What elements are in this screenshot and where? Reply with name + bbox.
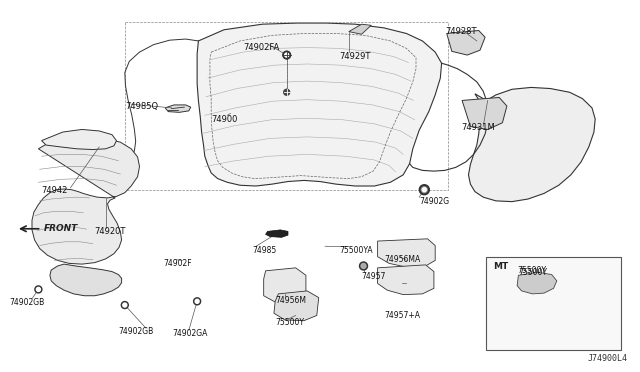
Text: 74931M: 74931M (461, 123, 495, 132)
Polygon shape (197, 23, 442, 186)
Circle shape (285, 53, 289, 57)
Circle shape (36, 288, 40, 291)
Text: 74928T: 74928T (445, 27, 476, 36)
Circle shape (35, 286, 42, 293)
Text: 74902GA: 74902GA (173, 329, 208, 338)
Text: 74902FA: 74902FA (243, 43, 280, 52)
Circle shape (194, 298, 200, 305)
Text: 74956MA: 74956MA (384, 255, 420, 264)
Circle shape (122, 302, 128, 308)
Polygon shape (349, 24, 371, 34)
Circle shape (419, 185, 429, 195)
Circle shape (421, 186, 428, 193)
Text: 74985Q: 74985Q (125, 102, 158, 111)
Text: 74902GB: 74902GB (118, 327, 154, 336)
Bar (486, 257, 621, 350)
Text: 74902GB: 74902GB (10, 298, 45, 307)
Polygon shape (462, 97, 507, 129)
Polygon shape (266, 230, 288, 237)
Text: FRONT: FRONT (44, 224, 78, 233)
Text: MT: MT (493, 262, 508, 271)
Polygon shape (378, 239, 435, 267)
Text: 74956M: 74956M (275, 296, 306, 305)
Circle shape (284, 52, 290, 58)
Circle shape (422, 188, 426, 192)
Text: 74902G: 74902G (419, 197, 449, 206)
Polygon shape (517, 272, 557, 294)
Polygon shape (274, 291, 319, 321)
Circle shape (195, 299, 199, 303)
Circle shape (361, 263, 366, 269)
Polygon shape (468, 87, 595, 202)
Circle shape (360, 262, 367, 270)
Text: 75500Y: 75500Y (518, 268, 547, 277)
Polygon shape (50, 264, 122, 296)
Text: 75500Y: 75500Y (517, 266, 546, 275)
Text: 74900: 74900 (211, 115, 237, 124)
Polygon shape (378, 265, 434, 295)
Circle shape (421, 187, 428, 193)
Text: 74929T: 74929T (339, 52, 371, 61)
Text: 74985: 74985 (253, 246, 277, 254)
Circle shape (284, 89, 290, 95)
Text: 74942: 74942 (42, 186, 68, 195)
Text: 74920T: 74920T (95, 227, 126, 236)
Polygon shape (447, 31, 485, 55)
Text: 74902F: 74902F (163, 259, 192, 267)
Text: J74900L4: J74900L4 (588, 354, 627, 363)
Polygon shape (42, 129, 116, 150)
Text: 75500Y: 75500Y (275, 318, 304, 327)
Polygon shape (165, 105, 191, 112)
Text: 74957: 74957 (362, 272, 386, 280)
Polygon shape (32, 138, 140, 264)
Text: 75500YA: 75500YA (339, 246, 373, 254)
Circle shape (123, 303, 127, 307)
Bar (125, 22, 448, 190)
Polygon shape (264, 268, 306, 302)
Text: 74957+A: 74957+A (384, 311, 420, 320)
